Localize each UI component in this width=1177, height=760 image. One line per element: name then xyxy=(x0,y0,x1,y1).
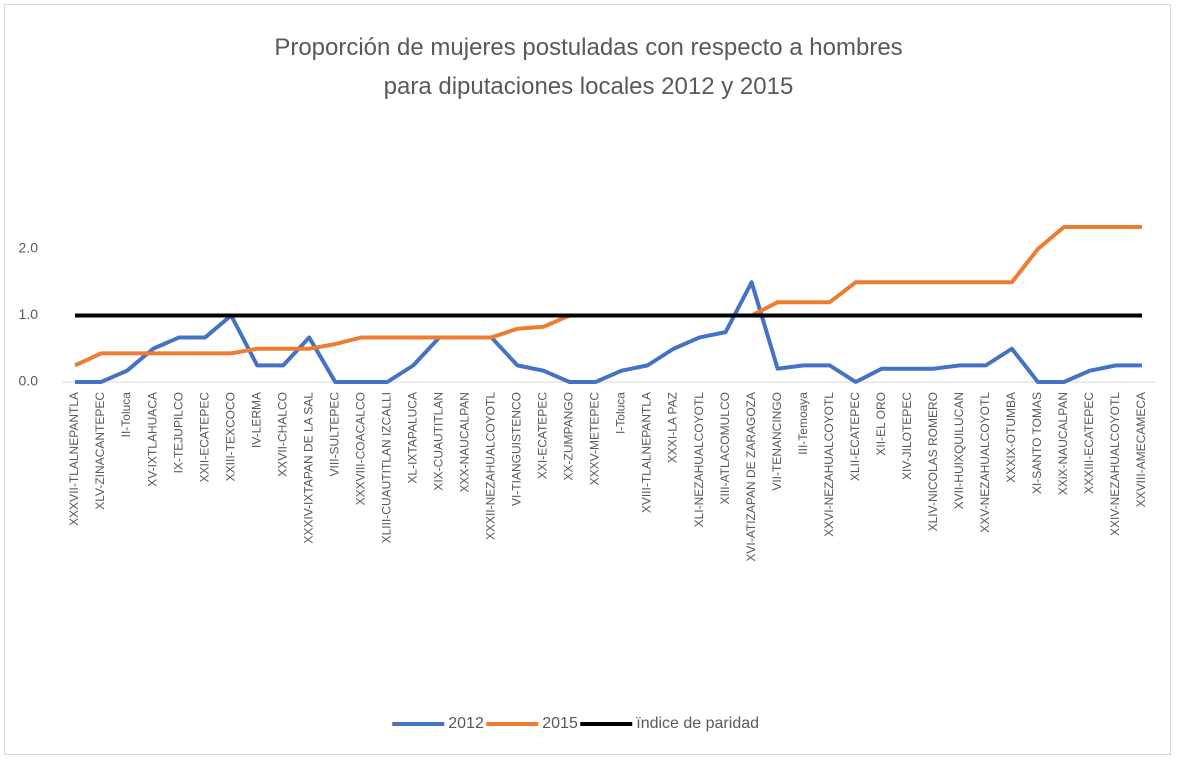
x-tick-label: VIII-SULTEPEC xyxy=(327,392,341,477)
x-tick-label: XXVIII-AMECAMECA xyxy=(1134,392,1148,507)
x-tick-label: XVIII-TLALNEPANTLA xyxy=(640,392,654,513)
x-tick-label: XXXVIII-COACALCO xyxy=(353,392,367,505)
x-tick-label: XXVII-CHALCO xyxy=(275,392,289,477)
x-tick-label: XXXIV-IXTAPAN DE LA SAL xyxy=(301,392,315,544)
x-tick-label: XVII-HUIXQUILUCAN xyxy=(952,392,966,509)
x-tick-label: VII-TENANCINGO xyxy=(770,392,784,491)
x-tick-label: XXXII-NEZAHUALCOYOTL xyxy=(484,392,498,540)
x-tick-label: XXXVII-TLALNEPANTLA xyxy=(67,392,81,526)
y-tick-label: 1.0 xyxy=(19,306,39,322)
x-tick-label: VI-TIANGUISTENCO xyxy=(510,392,524,506)
x-tick-label: XVI-ATIZAPAN DE ZARAGOZA xyxy=(744,392,758,562)
x-tick-label: XL-IXTAPALUCA xyxy=(405,392,419,484)
x-tick-label: IX-TEJUPILCO xyxy=(171,392,185,473)
x-tick-label: XXXV-METEPEC xyxy=(588,392,602,486)
x-tick-label: XXVI-NEZAHUALCOYOTL xyxy=(822,392,836,537)
y-tick-label: 0.0 xyxy=(19,373,39,389)
x-tick-label: XLIII-CUAUTITLAN IZCALLI xyxy=(379,392,393,543)
x-tick-label: XII-EL ORO xyxy=(874,392,888,456)
x-tick-label: XIV-JILOTEPEC xyxy=(900,392,914,480)
legend-label: 2015 xyxy=(542,715,578,732)
x-tick-label: XXX-NAUCALPAN xyxy=(458,392,472,492)
chart-border xyxy=(4,4,1171,755)
x-tick-label: XXV-NEZAHUALCOYOTL xyxy=(978,392,992,533)
x-tick-label: XXIV-NEZAHUALCOYOTL xyxy=(1108,392,1122,536)
x-tick-label: XXIII-TEXCOCO xyxy=(223,392,237,481)
x-tick-label: XXXIX-OTUMBA xyxy=(1004,392,1018,483)
x-tick-label: III-Temoaya xyxy=(796,392,810,455)
x-tick-label: XXiX-NAUCALPAN xyxy=(1056,392,1070,495)
series-line xyxy=(75,280,1142,384)
x-tick-label: XLII-ECATEPEC xyxy=(848,392,862,481)
x-tick-label: IV-LERMA xyxy=(249,392,263,448)
x-tick-label: XX-ZUMPANGO xyxy=(562,392,576,480)
x-tick-label: XI-SANTO TOMAS xyxy=(1030,392,1044,494)
x-tick-label: XLV-ZINACANTEPEC xyxy=(93,392,107,510)
x-tick-label: XIII-ATLACOMULCO xyxy=(718,392,732,504)
x-tick-label: XXII-ECATEPEC xyxy=(197,392,211,483)
x-tick-label: XXXI-LA PAZ xyxy=(666,392,680,463)
y-tick-label: 2.0 xyxy=(19,240,39,256)
x-tick-label: XXI-ECATEPEC xyxy=(536,392,550,479)
x-tick-label: XLIV-NICOLAS ROMERO xyxy=(926,392,940,531)
legend-label: 2012 xyxy=(448,715,484,732)
legend-label: ïndice de paridad xyxy=(636,715,759,732)
x-tick-label: II-Toluca xyxy=(119,392,133,438)
chart-title: Proporción de mujeres postuladas con res… xyxy=(274,34,903,100)
x-tick-label: XIX-CUAUTITLAN xyxy=(432,392,446,491)
x-tick-label: I-Toluca xyxy=(614,392,628,434)
x-tick-label: XLI-NEZAHUALCOYOTL xyxy=(692,392,706,528)
x-tick-label: XXXIII-ECATEPEC xyxy=(1082,392,1096,494)
x-tick-label: XV-IXTLAHUACA xyxy=(145,392,159,487)
